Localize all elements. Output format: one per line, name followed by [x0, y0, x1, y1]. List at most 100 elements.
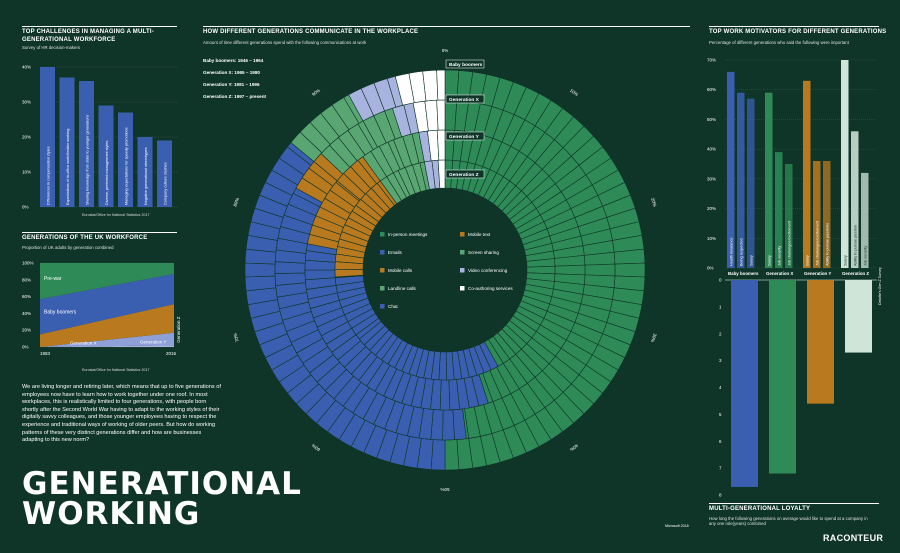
- generation-tag: [445, 169, 485, 179]
- bar-label: Expectations of in-office work/flexible …: [66, 129, 70, 205]
- generation-label: Baby boomers: [449, 62, 483, 68]
- legend-swatch: [460, 232, 465, 237]
- uk-workforce-title: GENERATIONS OF THE UK WORKFORCE: [22, 235, 148, 241]
- generation-tag: [445, 131, 485, 141]
- loyalty-tick-label: 4: [719, 385, 722, 390]
- percent-tick: 60%: [311, 443, 321, 452]
- bar: [137, 137, 153, 207]
- area-series: [40, 273, 174, 335]
- loyalty-bar: [807, 280, 834, 404]
- group-label: Generation Z: [842, 271, 869, 276]
- legend-swatch: [460, 286, 465, 291]
- y-tick-label: 0%: [707, 266, 714, 271]
- y-tick-label: 60%: [22, 294, 31, 299]
- percent-tick: 90%: [311, 88, 321, 97]
- loyalty-tick-label: 7: [719, 466, 722, 471]
- series-label: Generation Z: [176, 316, 181, 343]
- loyalty-title: MULTI-GENERATIONAL LOYALTY: [709, 506, 811, 512]
- bar-label: Diverse, preferred management styles: [105, 141, 109, 205]
- y-tick-label: 40%: [22, 311, 31, 316]
- legend-swatch: [460, 268, 465, 273]
- intro-text: We are living longer and retiring later,…: [22, 384, 221, 444]
- bar: [40, 67, 55, 207]
- percent-tick: 20%: [650, 197, 658, 207]
- y-tick-label: 20%: [707, 206, 716, 211]
- motivator-bar: [765, 92, 773, 268]
- ring-segment: [444, 439, 460, 471]
- motivator-bar-label: Salary: [843, 255, 847, 266]
- motivators-title: TOP WORK MOTIVATORS FOR DIFFERENT GENERA…: [709, 29, 887, 35]
- challenges-source: Eurostat/Office for National Statistics …: [82, 213, 150, 217]
- series-label: Baby boomers: [44, 309, 77, 315]
- y-tick-label: 0%: [22, 205, 29, 210]
- legend-swatch: [380, 268, 385, 273]
- motivator-bar: [841, 60, 849, 268]
- legend-label: Landline calls: [388, 286, 417, 291]
- percent-tick: 80%: [232, 197, 240, 207]
- legend-swatch: [380, 304, 385, 309]
- bar-label: Managing expectations for speedy promoti…: [124, 127, 128, 205]
- series-label: Generation X: [70, 340, 97, 345]
- motivator-bar: [861, 172, 869, 268]
- legend-label: Chat: [388, 304, 398, 309]
- loyalty-tick-label: 0: [719, 278, 722, 283]
- bar-label: Negative generational stereotypes: [144, 147, 148, 205]
- divider: [203, 26, 690, 27]
- x-tick-label: 1983: [40, 351, 51, 356]
- motivator-bar: [785, 164, 793, 268]
- motivator-bar-label: Ability to pursue passion: [853, 225, 857, 266]
- loyalty-tick-label: 1: [719, 304, 722, 309]
- percent-tick: 0%: [442, 48, 449, 53]
- generation-year-label: Generation X: 1965 – 1980: [203, 70, 260, 75]
- uk-workforce-source: Eurostat/Office for National Statistics …: [82, 368, 150, 372]
- generation-year-label: Baby boomers: 1946 – 1964: [203, 58, 264, 63]
- motivator-bar: [747, 98, 755, 268]
- y-tick-label: 60%: [707, 87, 716, 92]
- generation-year-label: Generation Y: 1981 – 1996: [203, 82, 260, 87]
- challenges-chart: 0% 10% 20% 30% 40% Differences in compensatio…: [22, 65, 177, 210]
- series-label: Pre-war: [44, 276, 62, 282]
- challenges-subtitle: Survey of HR decision-makers: [22, 45, 81, 50]
- percent-tick: 50%: [440, 487, 449, 492]
- generation-label: Generation X: [449, 97, 480, 103]
- motivator-bar-label: Salary: [749, 255, 753, 266]
- generation-tag: [445, 59, 485, 69]
- bar-label: Sharing knowledge from older to younger …: [85, 115, 89, 205]
- generation-year-label: Generation Z: 1997 – present: [203, 94, 267, 99]
- percent-tick: 40%: [569, 443, 579, 452]
- group-label: Generation X: [766, 271, 793, 276]
- ring-segment: [442, 409, 455, 441]
- ring-segment: [436, 69, 446, 101]
- uk-workforce-subtitle: Proportion of UK adults by generation co…: [22, 245, 114, 250]
- communication-subtitle: Amount of time different generations spe…: [203, 40, 367, 45]
- ring-segment: [436, 99, 446, 131]
- brand-logo: RACONTEUR: [823, 533, 884, 543]
- loyalty-subtitle: How long the following generations on av…: [709, 516, 868, 526]
- area-series: [40, 263, 174, 300]
- group-label: Generation Y: [804, 271, 831, 276]
- challenges-title: TOP CHALLENGES IN MANAGING A MULTI-GENER…: [22, 29, 154, 43]
- y-tick-label: 100%: [22, 261, 34, 266]
- motivator-bar-label: Job security: [777, 246, 781, 266]
- motivator-bar: [775, 152, 783, 268]
- bar: [98, 105, 114, 207]
- ring-segment: [526, 265, 556, 275]
- legend-swatch: [380, 232, 385, 237]
- legend-label: In-person meetings: [388, 232, 428, 237]
- legend-swatch: [460, 250, 465, 255]
- bar: [118, 112, 133, 207]
- headline: GENERATIONAL WORKING: [22, 469, 302, 532]
- divider: [709, 503, 879, 504]
- loyalty-tick-label: 5: [719, 412, 722, 417]
- ring-segment: [439, 379, 451, 411]
- generation-label: Generation Z: [449, 172, 479, 178]
- motivator-bar: [813, 161, 821, 268]
- loyalty-tick-label: 8: [719, 493, 722, 498]
- y-tick-label: 20%: [22, 328, 31, 333]
- percent-tick: 30%: [650, 333, 658, 343]
- loyalty-bar: [769, 280, 796, 474]
- headline-line-2: WORKING: [22, 496, 201, 532]
- motivator-bar-label: Salary: [767, 255, 771, 266]
- y-tick-label: 40%: [22, 65, 31, 70]
- legend-swatch: [380, 250, 385, 255]
